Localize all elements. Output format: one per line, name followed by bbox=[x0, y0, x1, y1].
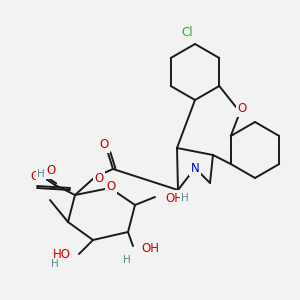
Text: O: O bbox=[30, 170, 40, 184]
Text: H: H bbox=[51, 259, 59, 269]
Text: O: O bbox=[106, 179, 116, 193]
Text: O: O bbox=[46, 164, 56, 178]
Text: OH: OH bbox=[165, 191, 183, 205]
Text: N: N bbox=[190, 161, 200, 175]
Text: H: H bbox=[181, 193, 189, 203]
Text: HO: HO bbox=[53, 248, 71, 260]
Text: H: H bbox=[37, 169, 45, 179]
Text: O: O bbox=[94, 172, 103, 185]
Text: O: O bbox=[99, 139, 109, 152]
Text: OH: OH bbox=[141, 242, 159, 256]
Text: O: O bbox=[237, 103, 247, 116]
Text: H: H bbox=[123, 255, 131, 265]
Text: Cl: Cl bbox=[181, 26, 193, 38]
